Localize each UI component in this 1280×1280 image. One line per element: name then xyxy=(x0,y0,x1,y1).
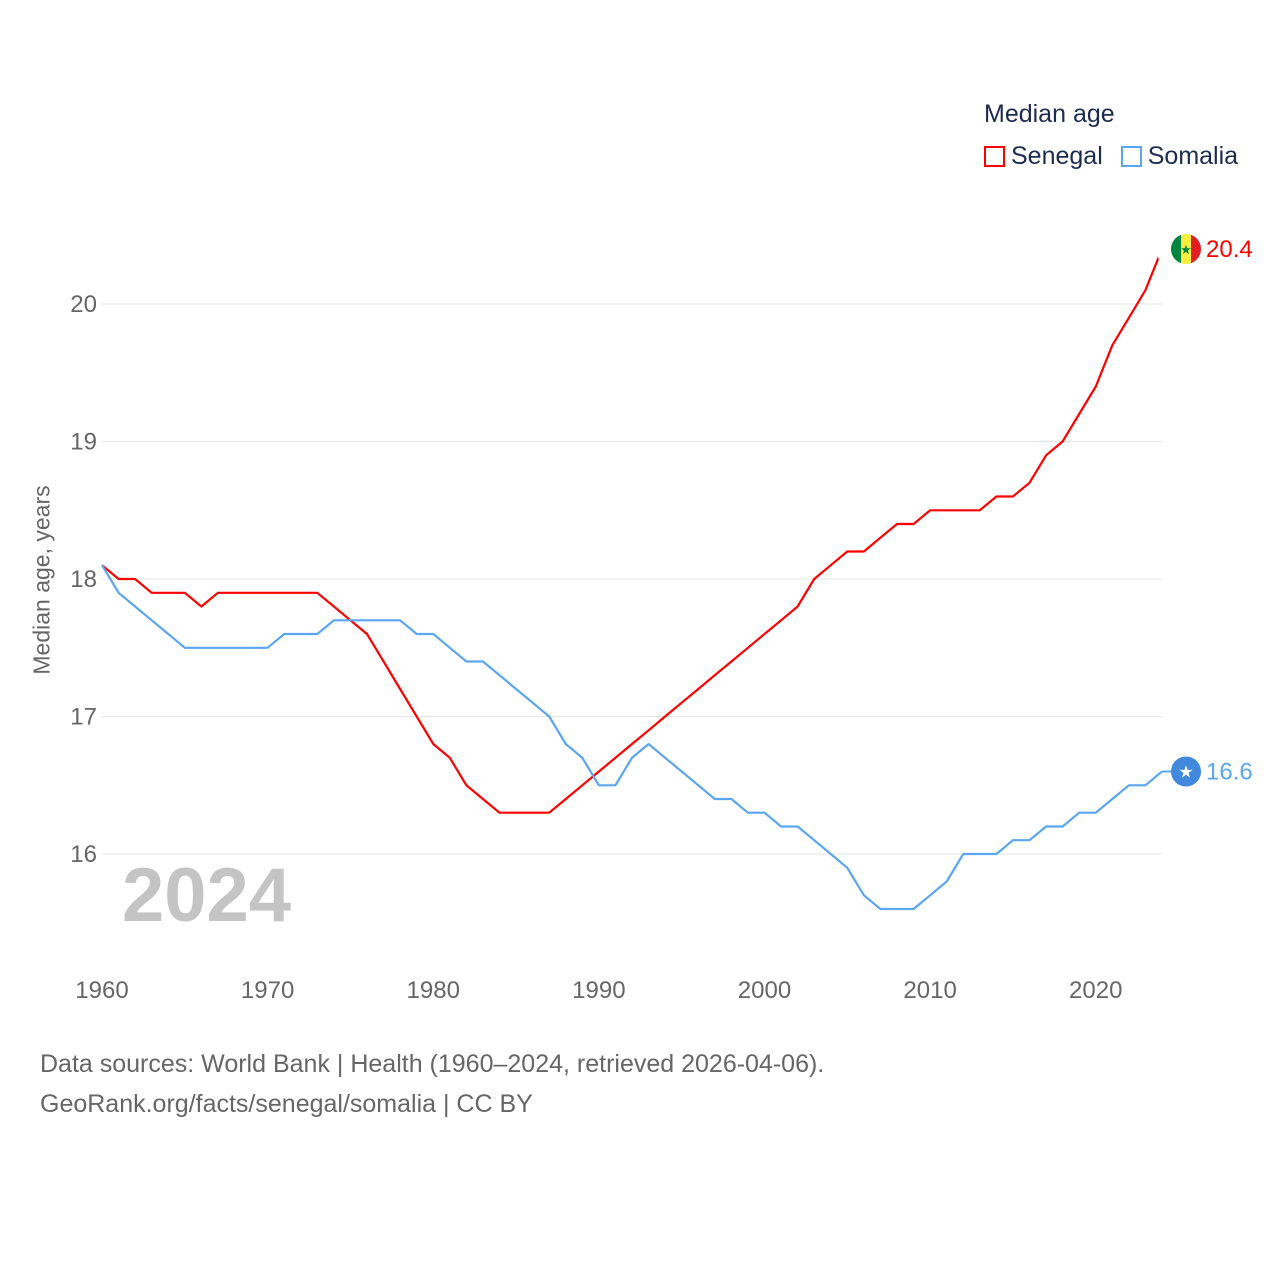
x-tick-label: 2010 xyxy=(903,977,956,1004)
attribution-link[interactable]: GeoRank.org/facts/senegal/somalia | CC B… xyxy=(40,1090,533,1118)
y-tick-label: 18 xyxy=(70,566,97,593)
y-tick-label: 20 xyxy=(70,291,97,318)
star-icon: ★ xyxy=(1178,763,1193,782)
current-year-label: 2024 xyxy=(122,853,292,938)
x-tick-label: 2020 xyxy=(1069,977,1122,1004)
flag-senegal-icon xyxy=(1191,234,1201,264)
x-tick-label: 1960 xyxy=(75,977,128,1004)
x-tick-label: 1990 xyxy=(572,977,625,1004)
legend: Senegal Somalia xyxy=(984,142,1238,171)
y-axis-label: Median age, years xyxy=(28,485,55,675)
y-tick-label: 16 xyxy=(70,841,97,868)
flag-senegal-icon xyxy=(1171,234,1181,264)
x-tick-label: 1980 xyxy=(407,977,460,1004)
legend-item-senegal[interactable]: Senegal xyxy=(984,142,1103,171)
x-tick-label: 1970 xyxy=(241,977,294,1004)
flag-somalia-icon xyxy=(1171,756,1201,787)
series-line-senegal xyxy=(101,248,1164,814)
flag-senegal-icon xyxy=(1181,234,1191,264)
legend-swatch xyxy=(984,146,1005,167)
legend-label: Somalia xyxy=(1147,142,1239,170)
legend-label: Senegal xyxy=(1011,142,1103,170)
end-value-label: 16.6 xyxy=(1206,759,1253,786)
legend-swatch xyxy=(1120,146,1142,167)
legend-title: Median age xyxy=(984,100,1115,128)
flag-mask xyxy=(1157,220,1215,278)
legend-item-somalia[interactable]: Somalia xyxy=(1120,142,1239,171)
y-tick-label: 19 xyxy=(70,429,97,456)
footer: Data sources: World Bank | Health (1960–… xyxy=(40,1044,824,1124)
data-source: Data sources: World Bank | Health (1960–… xyxy=(40,1050,825,1078)
y-tick-label: 17 xyxy=(70,704,97,731)
x-tick-label: 2000 xyxy=(738,977,791,1004)
series-line-somalia xyxy=(101,564,1163,911)
star-icon: ★ xyxy=(1180,242,1192,257)
end-value-label: 20.4 xyxy=(1206,236,1253,263)
